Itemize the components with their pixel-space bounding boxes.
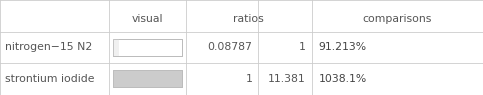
Text: 1: 1 [246, 74, 253, 84]
Bar [113, 39, 182, 56]
Text: 0.08787: 0.08787 [208, 42, 253, 53]
Bar [113, 70, 182, 87]
Text: visual: visual [131, 14, 163, 24]
Text: comparisons: comparisons [363, 14, 432, 24]
Text: 1038.1%: 1038.1% [319, 74, 367, 84]
Bar [113, 70, 182, 87]
Text: ratios: ratios [233, 14, 264, 24]
Text: 1: 1 [299, 42, 306, 53]
Text: nitrogen−15 N2: nitrogen−15 N2 [5, 42, 92, 53]
Bar [113, 39, 119, 56]
Text: 11.381: 11.381 [268, 74, 306, 84]
Text: strontium iodide: strontium iodide [5, 74, 94, 84]
Bar [113, 39, 182, 56]
Bar [113, 70, 182, 87]
Text: 91.213%: 91.213% [319, 42, 367, 53]
